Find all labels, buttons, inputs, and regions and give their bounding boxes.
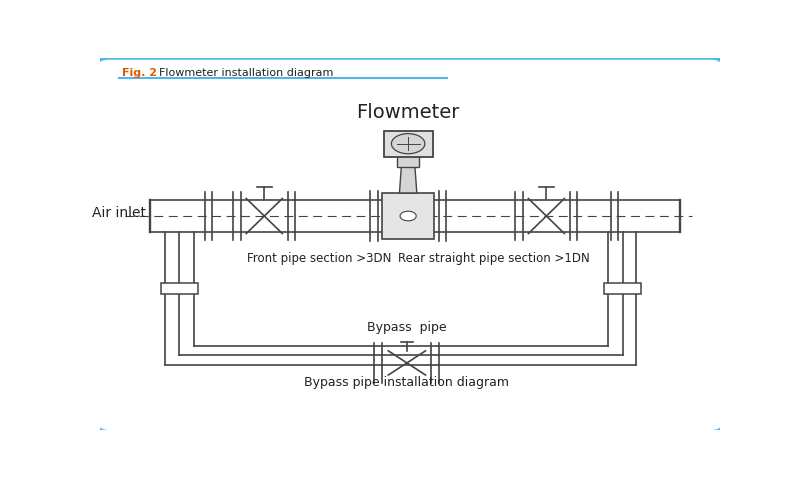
FancyBboxPatch shape (384, 131, 433, 156)
Text: Bypass pipe installation diagram: Bypass pipe installation diagram (304, 376, 510, 389)
Text: Bypass  pipe: Bypass pipe (367, 321, 446, 334)
Polygon shape (399, 167, 417, 193)
FancyBboxPatch shape (97, 58, 723, 432)
Bar (161, 283, 198, 294)
Text: Air inlet: Air inlet (93, 206, 146, 220)
Bar (604, 283, 641, 294)
Text: Flowmeter: Flowmeter (357, 103, 460, 122)
Text: Front pipe section >3DN: Front pipe section >3DN (247, 252, 391, 265)
Bar (382, 193, 434, 239)
Circle shape (391, 134, 425, 154)
Bar (398, 156, 419, 167)
Text: Fig. 2: Fig. 2 (122, 68, 157, 78)
Circle shape (400, 211, 416, 221)
Text: Rear straight pipe section >1DN: Rear straight pipe section >1DN (398, 252, 590, 265)
Text: Flowmeter installation diagram: Flowmeter installation diagram (159, 68, 334, 78)
